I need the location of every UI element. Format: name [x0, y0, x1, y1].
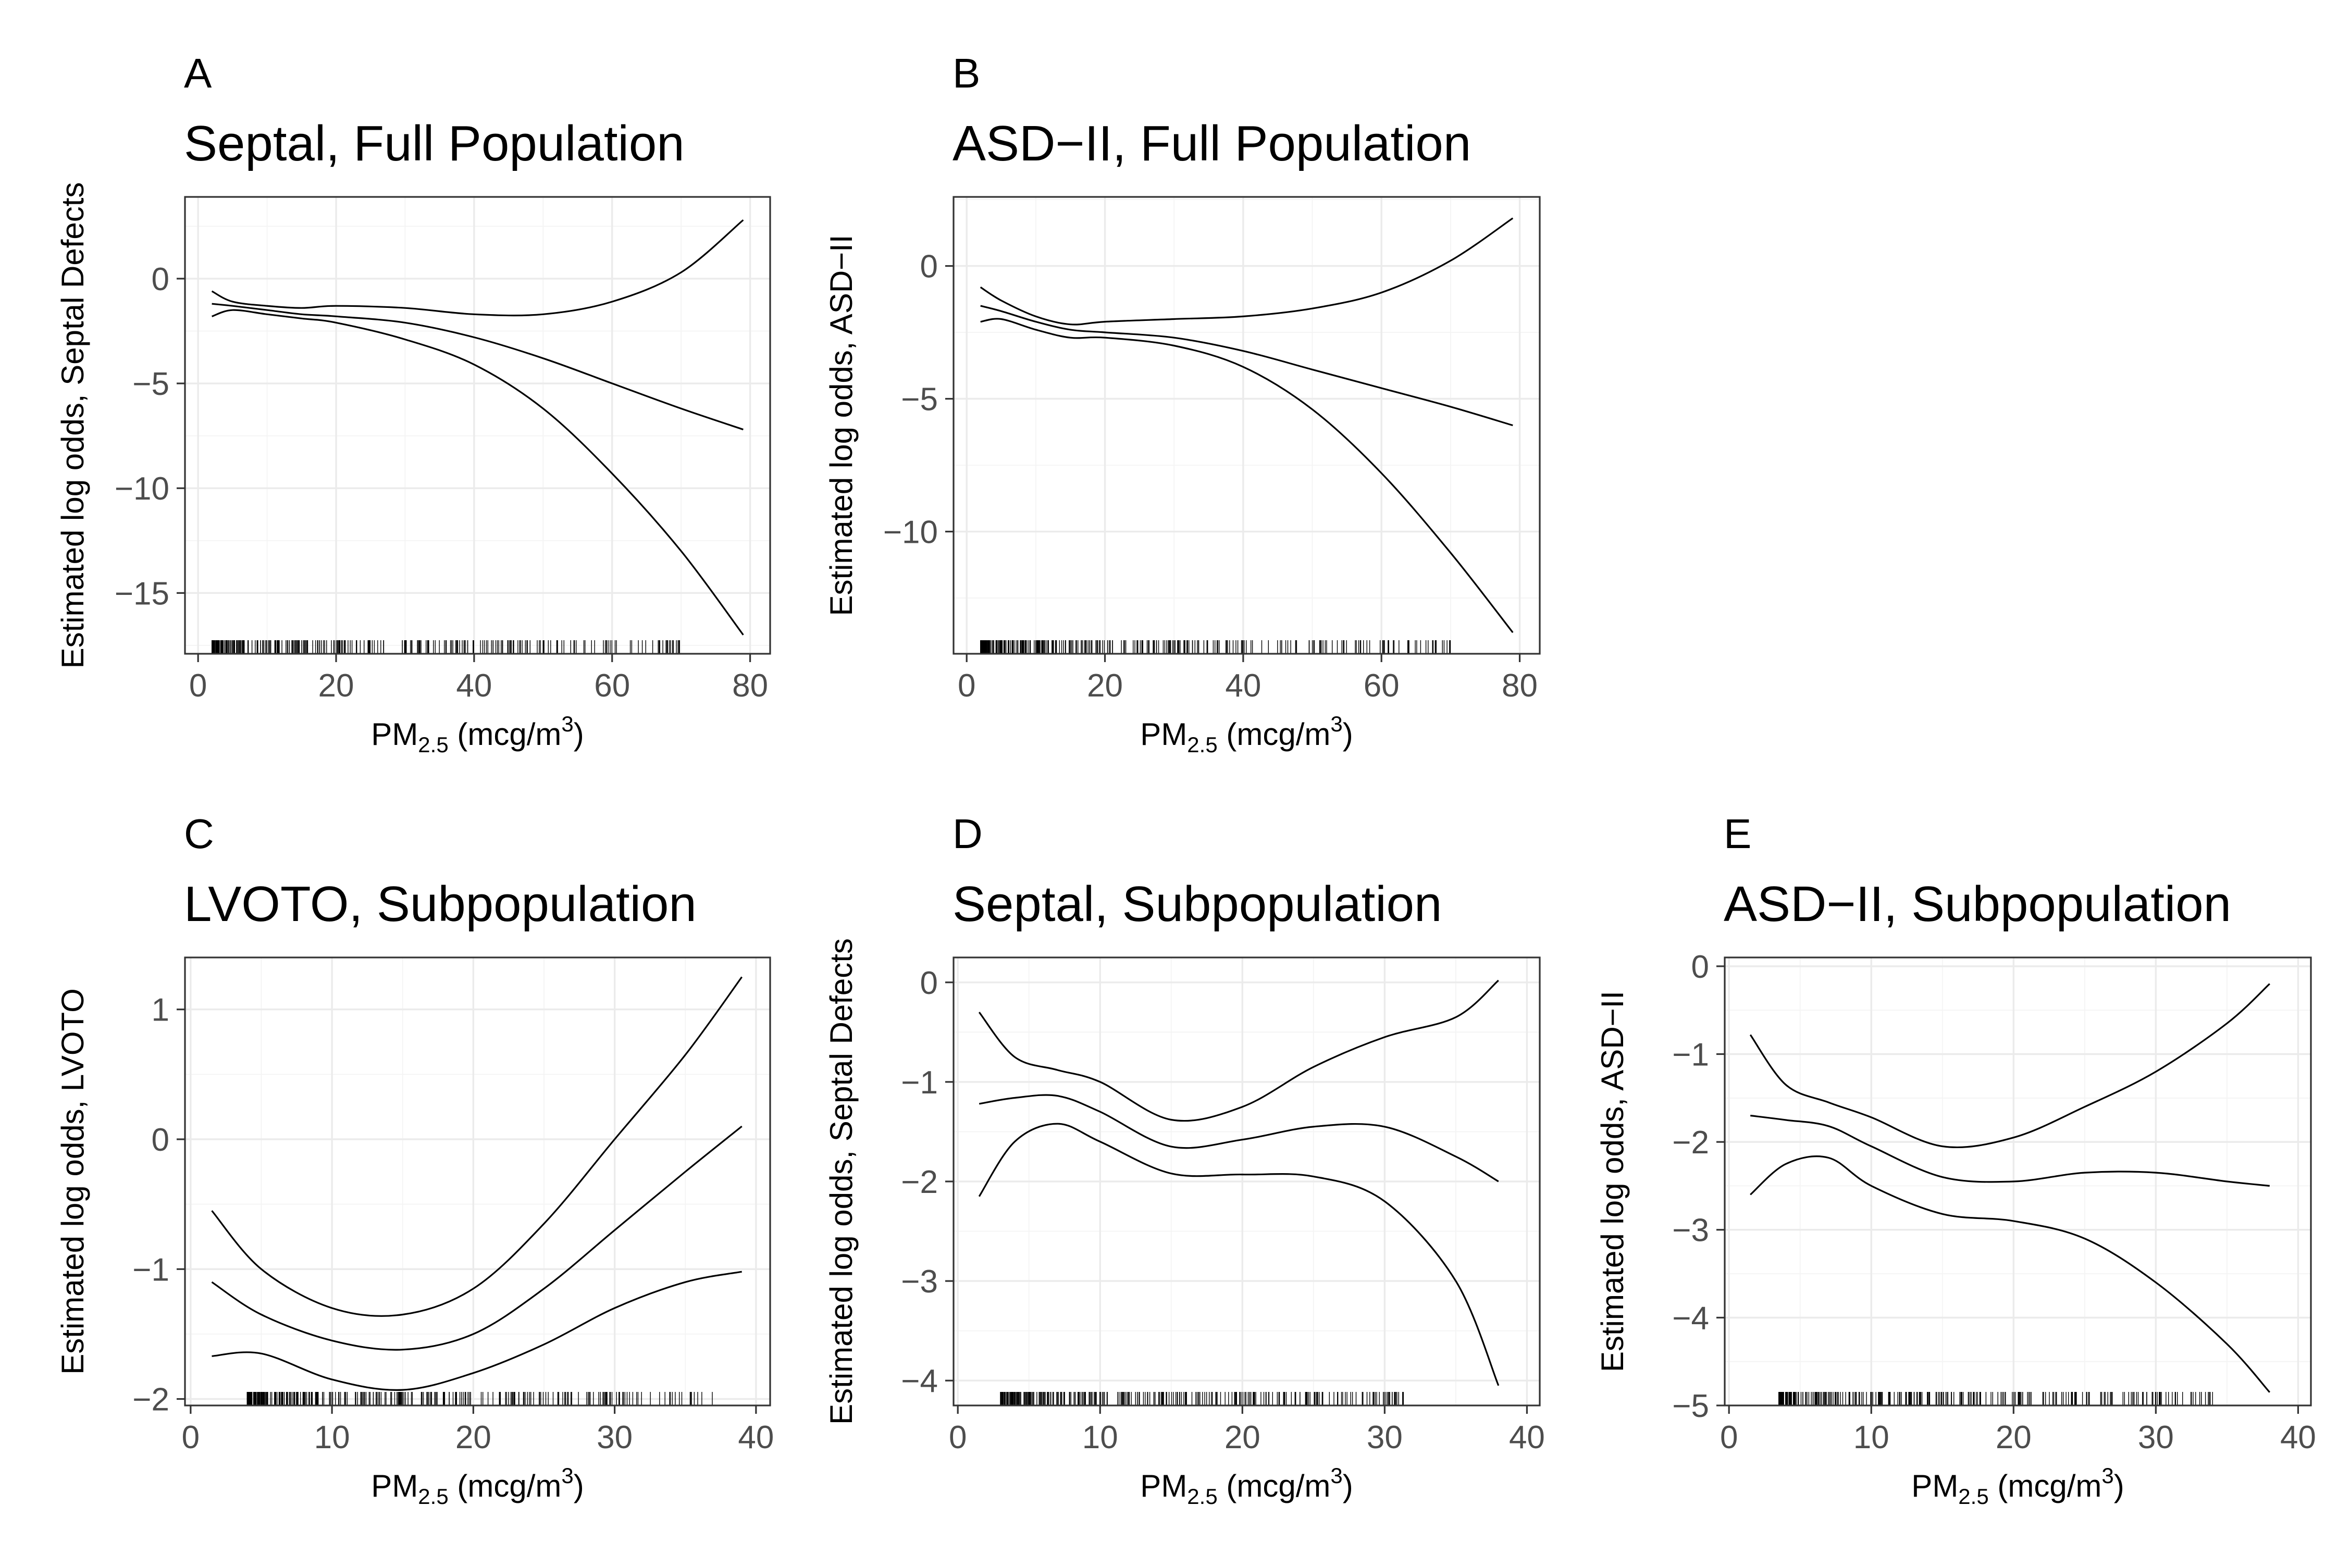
- y-tick-label: −10: [115, 471, 169, 507]
- panel-b: 0 20 40 60 80 0 −5 −10 B ASD−II, Full Population P…: [824, 50, 1541, 757]
- panel-d: 0 10 20 30 40 0 −1 −2 −3 −4 D Septal, Subpopulation…: [824, 811, 1545, 1509]
- curve-fit: [212, 303, 744, 431]
- x-tick-label: 40: [738, 1420, 774, 1455]
- y-tick-label: −1: [1672, 1037, 1709, 1073]
- y-axis-label: Estimated log odds, Septal Defects: [55, 182, 90, 669]
- y-tick-label: −4: [901, 1363, 938, 1399]
- panel-title: Septal, Subpopulation: [953, 876, 1442, 932]
- y-axis-label: Estimated log odds, ASD−II: [824, 234, 859, 616]
- x-tick-label: 30: [2138, 1420, 2174, 1455]
- x-tick-label: 0: [182, 1420, 200, 1455]
- y-tick-label: −1: [132, 1252, 169, 1288]
- x-tick-label: 40: [1225, 668, 1261, 704]
- x-axis-label: PM2.5 (mcg/m3): [1140, 712, 1353, 757]
- x-tick-label: 20: [1087, 668, 1123, 704]
- x-tick-label: 0: [958, 668, 975, 704]
- x-tick-label: 10: [314, 1420, 350, 1455]
- x-tick-label: 40: [456, 668, 492, 704]
- curve-upper: [1749, 983, 2270, 1148]
- y-tick-label: 0: [152, 262, 169, 297]
- curve-lower: [980, 318, 1514, 633]
- rug-marks: [212, 640, 681, 654]
- y-tick-label: −10: [883, 514, 938, 550]
- y-tick-label: −3: [901, 1264, 938, 1300]
- y-tick-label: 0: [920, 249, 938, 285]
- panel-letter: C: [184, 811, 214, 857]
- curve-upper: [980, 217, 1514, 326]
- x-tick-label: 20: [318, 668, 354, 704]
- y-tick-label: −2: [1672, 1125, 1709, 1161]
- x-tick-label: 10: [1853, 1420, 1889, 1455]
- panel-e: 0 10 20 30 40 0 −1 −2 −3 −4 −5 E ASD−II, Subpopulati…: [1595, 811, 2316, 1509]
- x-tick-label: 80: [1502, 668, 1538, 704]
- y-axis-label: Estimated log odds, Septal Defects: [824, 938, 859, 1425]
- x-axis-label: PM2.5 (mcg/m3): [1140, 1463, 1353, 1509]
- y-tick-label: −5: [901, 382, 938, 418]
- x-tick-label: 20: [1225, 1420, 1260, 1455]
- panel-letter: D: [953, 811, 983, 857]
- y-tick-label: −5: [132, 366, 169, 402]
- y-tick-label: −3: [1672, 1213, 1709, 1249]
- rug-marks: [1000, 1392, 1404, 1405]
- curve-lower: [978, 1123, 1500, 1386]
- x-tick-label: 60: [1364, 668, 1400, 704]
- y-tick-label: −2: [901, 1164, 938, 1200]
- x-tick-label: 20: [455, 1420, 491, 1455]
- y-tick-label: −15: [115, 576, 169, 612]
- plot-frame: [953, 196, 1541, 655]
- x-tick-label: 0: [949, 1420, 967, 1455]
- x-tick-label: 40: [1509, 1420, 1545, 1455]
- y-axis-label: Estimated log odds, LVOTO: [55, 988, 90, 1374]
- curve-lower: [212, 309, 744, 636]
- plot-frame: [184, 196, 771, 655]
- x-tick-label: 0: [189, 668, 207, 704]
- x-tick-label: 30: [597, 1420, 633, 1455]
- y-tick-label: 0: [920, 965, 938, 1001]
- panel-letter: B: [953, 50, 980, 96]
- panel-a: 0 20 40 60 80 0 −5 −10 −15 A Septal, Full Populati…: [55, 50, 771, 757]
- x-axis-label: PM2.5 (mcg/m3): [371, 712, 584, 757]
- panel-title: LVOTO, Subpopulation: [184, 876, 697, 932]
- curve-lower: [1750, 1155, 2271, 1393]
- x-axis-label: PM2.5 (mcg/m3): [371, 1463, 584, 1509]
- x-axis-label: PM2.5 (mcg/m3): [1911, 1463, 2124, 1509]
- x-tick-label: 60: [594, 668, 630, 704]
- panel-title: Septal, Full Population: [184, 116, 685, 171]
- y-tick-label: −4: [1672, 1300, 1709, 1336]
- curve-upper: [211, 219, 744, 317]
- x-tick-label: 0: [1720, 1420, 1738, 1455]
- panel-title: ASD−II, Full Population: [953, 116, 1471, 171]
- panel-letter: A: [184, 50, 212, 96]
- plot-frame: [1724, 956, 2312, 1407]
- curve-lower: [212, 1271, 742, 1391]
- plot-frame: [184, 956, 771, 1407]
- curve-fit: [1750, 1114, 2270, 1187]
- x-tick-label: 80: [732, 668, 768, 704]
- x-tick-label: 10: [1082, 1420, 1118, 1455]
- y-tick-label: 1: [152, 992, 169, 1028]
- y-tick-label: −2: [132, 1382, 169, 1418]
- rug-marks: [1778, 1392, 2213, 1405]
- y-tick-label: −5: [1672, 1388, 1709, 1424]
- rug-marks: [980, 640, 1451, 654]
- x-tick-label: 30: [1367, 1420, 1403, 1455]
- curve-fit: [980, 305, 1513, 427]
- y-tick-label: −1: [901, 1065, 938, 1101]
- curve-upper: [211, 976, 743, 1317]
- y-axis-label: Estimated log odds, ASD−II: [1595, 991, 1630, 1372]
- panel-letter: E: [1724, 811, 1751, 857]
- panel-title: ASD−II, Subpopulation: [1724, 876, 2231, 932]
- y-tick-label: 0: [152, 1122, 169, 1158]
- curve-fit: [979, 1094, 1499, 1183]
- x-tick-label: 40: [2280, 1420, 2316, 1455]
- x-tick-label: 20: [1996, 1420, 2032, 1455]
- curve-fit: [211, 1125, 743, 1351]
- rug-marks: [246, 1392, 713, 1405]
- curve-upper: [978, 979, 1499, 1122]
- y-tick-label: 0: [1691, 949, 1709, 985]
